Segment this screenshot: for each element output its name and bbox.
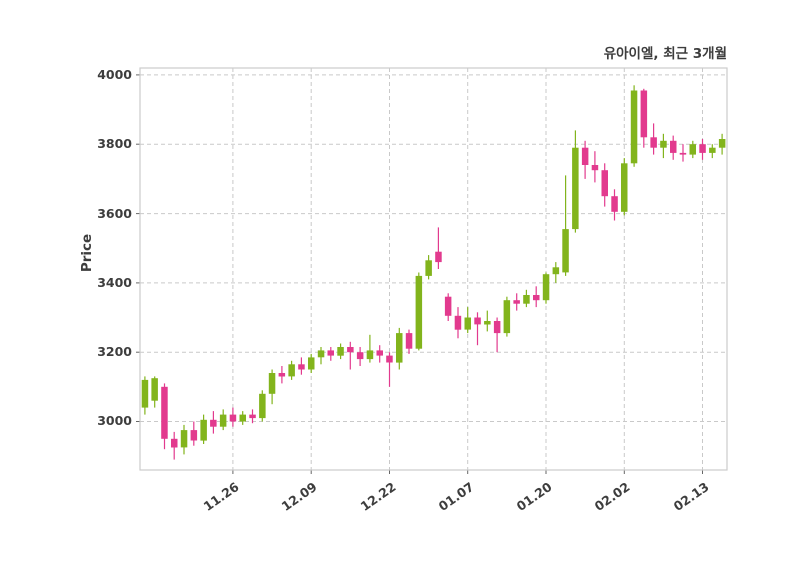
candle-body bbox=[601, 170, 608, 197]
candle-body bbox=[562, 229, 569, 273]
candle-body bbox=[435, 251, 442, 263]
candle-body bbox=[640, 90, 648, 138]
candle-body bbox=[493, 321, 501, 334]
candle-body bbox=[259, 393, 266, 419]
plot-border bbox=[139, 67, 728, 471]
candle-body bbox=[386, 355, 393, 363]
candle-body bbox=[405, 333, 413, 349]
candle-body bbox=[454, 315, 462, 330]
candle-body bbox=[396, 333, 403, 363]
chart-title: 유아이엘, 최근 3개월 bbox=[603, 46, 727, 62]
candle-body bbox=[347, 347, 354, 353]
candle-body bbox=[190, 430, 198, 441]
candle-body bbox=[161, 386, 168, 439]
candle-body bbox=[278, 373, 286, 377]
candle-body bbox=[670, 140, 677, 153]
candle-body bbox=[552, 267, 560, 275]
candle-body bbox=[356, 352, 364, 360]
candle-body bbox=[689, 144, 696, 155]
candle-body bbox=[660, 140, 667, 148]
candle-body bbox=[523, 295, 530, 304]
candle-body bbox=[288, 364, 295, 377]
candle-body bbox=[581, 147, 589, 165]
candle-body bbox=[533, 295, 540, 301]
candle-body bbox=[229, 414, 237, 422]
candle-body bbox=[376, 350, 383, 356]
candle-body bbox=[572, 147, 579, 230]
candle-body bbox=[210, 419, 217, 427]
candle-body bbox=[718, 139, 726, 148]
candle-body bbox=[317, 350, 325, 358]
candle-body bbox=[464, 317, 471, 330]
candle-body bbox=[621, 163, 628, 212]
candle-body bbox=[630, 90, 638, 164]
candle-body bbox=[180, 430, 188, 448]
candle-body bbox=[200, 419, 207, 441]
y-tick-label: 3000 bbox=[97, 413, 132, 429]
candle-body bbox=[484, 321, 491, 325]
candle-body bbox=[298, 364, 305, 370]
candle-body bbox=[591, 165, 599, 171]
candle-body bbox=[239, 414, 246, 422]
candle-body bbox=[474, 317, 481, 325]
y-tick-label: 3800 bbox=[97, 136, 132, 152]
y-tick-label: 3200 bbox=[97, 344, 132, 360]
candle-body bbox=[151, 378, 158, 401]
candle-body bbox=[503, 300, 511, 334]
candle-body bbox=[650, 137, 657, 148]
candle-body bbox=[513, 300, 520, 304]
candle-body bbox=[268, 373, 276, 394]
candle-body bbox=[679, 152, 687, 155]
candle-body bbox=[709, 147, 716, 153]
y-tick-label: 3400 bbox=[97, 274, 132, 290]
candle-body bbox=[141, 379, 149, 408]
candle-body bbox=[308, 357, 315, 370]
candle-body bbox=[366, 350, 374, 360]
candle-body bbox=[327, 350, 334, 356]
candle-body bbox=[699, 144, 706, 153]
candle-body bbox=[542, 274, 550, 301]
candle-body bbox=[425, 260, 432, 276]
y-tick-label: 4000 bbox=[97, 66, 132, 82]
y-tick-label: 3600 bbox=[97, 205, 132, 221]
candle-body bbox=[219, 414, 227, 427]
candle-body bbox=[444, 296, 452, 316]
candle-body bbox=[415, 275, 423, 349]
candle-body bbox=[249, 414, 256, 419]
candle-body bbox=[171, 438, 178, 448]
candle-body bbox=[611, 196, 618, 212]
candle-body bbox=[337, 347, 344, 356]
